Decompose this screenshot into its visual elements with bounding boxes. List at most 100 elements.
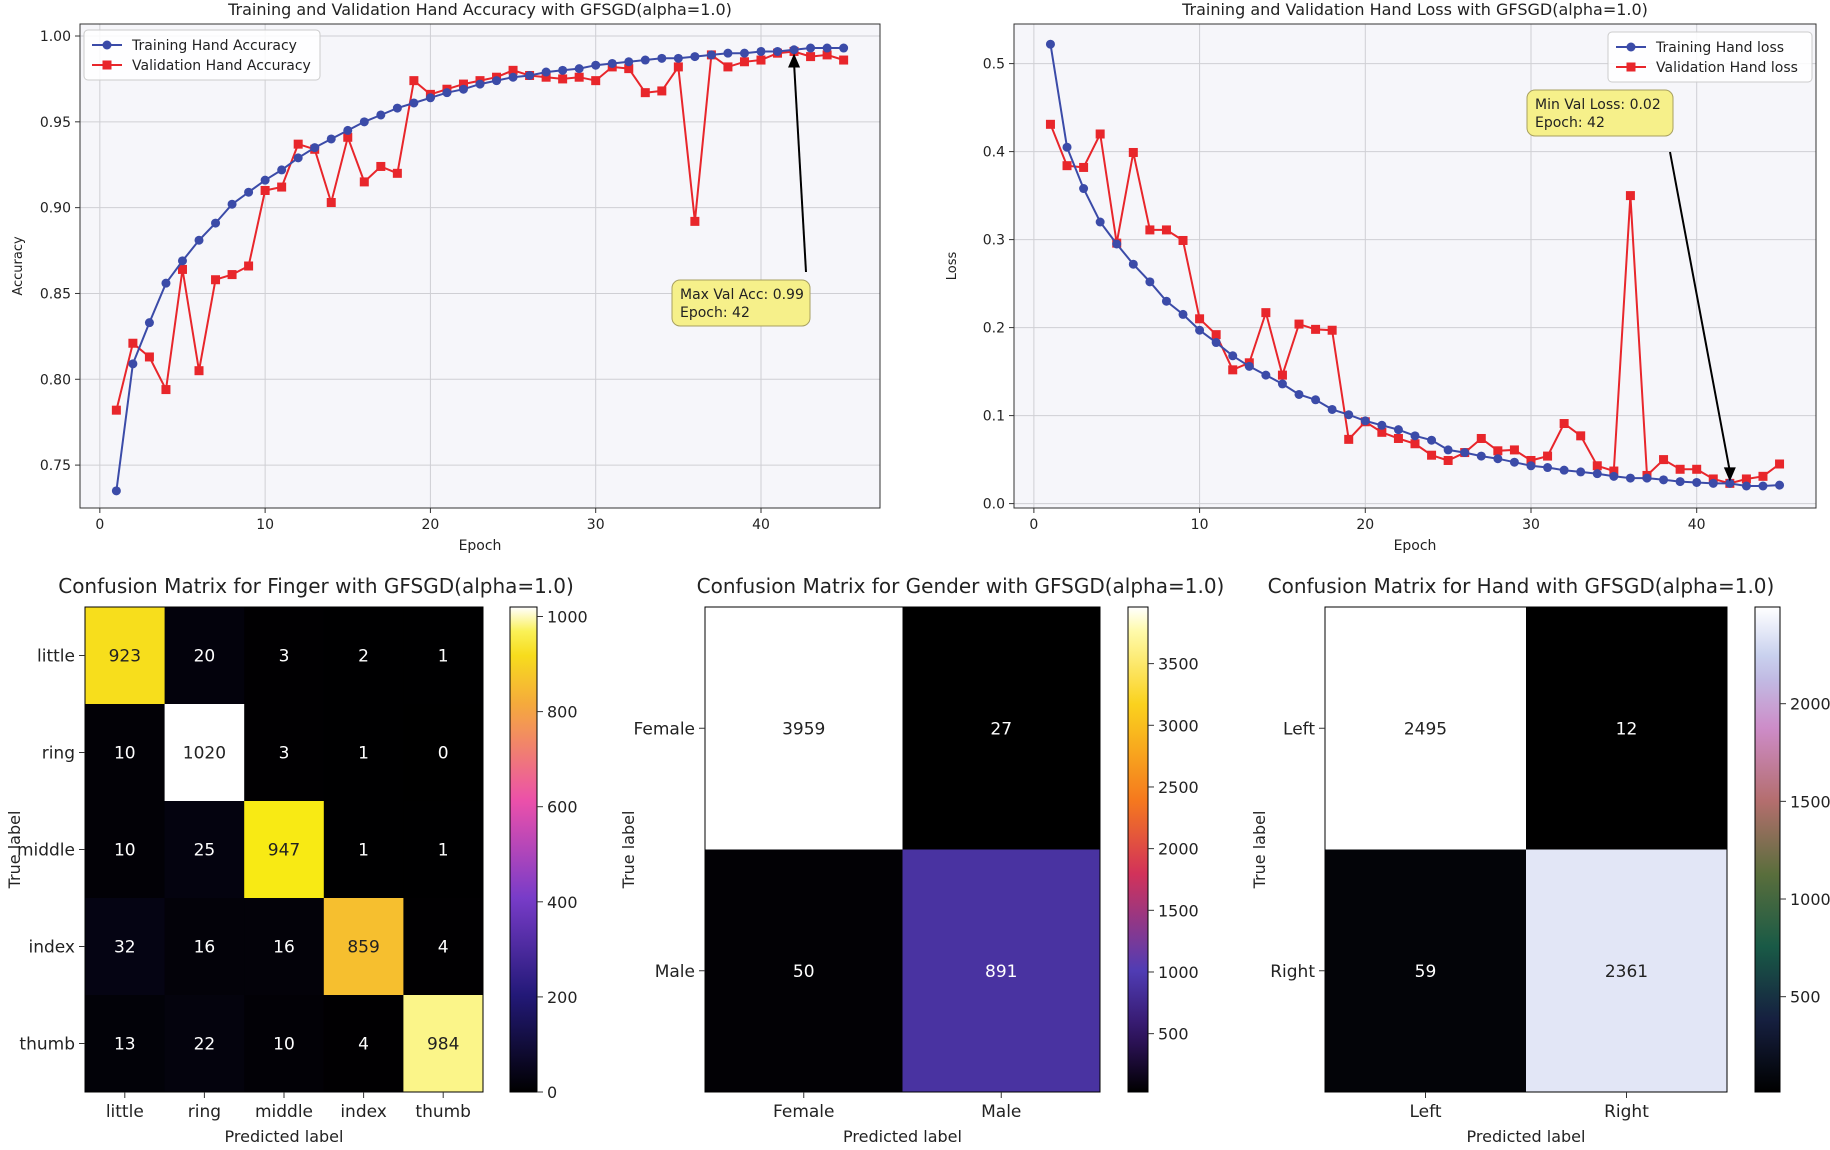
data-point	[822, 50, 832, 60]
cell-value: 59	[1415, 962, 1437, 982]
matrix-cell	[323, 704, 404, 802]
colorbar-tick-label: 1500	[1158, 901, 1199, 920]
data-point	[1294, 319, 1304, 329]
confusion-matrix-2: 923 20 3 2 110 1020 3 1 010 25 947 1 132 16 16 859 413 22…	[5, 574, 588, 1146]
data-point	[161, 278, 171, 288]
data-point	[1559, 419, 1569, 429]
y-axis-label: True label	[619, 811, 638, 890]
matrix-cell	[244, 898, 325, 996]
y-tick-label: thumb	[19, 1035, 75, 1055]
data-point	[111, 486, 121, 496]
colorbar-tick-label: 500	[1158, 1025, 1189, 1044]
cell-value: 3	[279, 744, 290, 764]
annotation: Max Val Acc: 0.99 Epoch: 42	[671, 53, 811, 327]
data-point	[343, 125, 353, 135]
annotation-arrow	[793, 63, 807, 273]
data-point	[1311, 324, 1321, 334]
y-tick-label: 0.95	[40, 115, 71, 131]
plot-area	[80, 24, 880, 508]
data-point	[1543, 451, 1553, 461]
legend-label: Validation Hand loss	[1656, 60, 1798, 76]
data-point	[1228, 351, 1238, 361]
x-axis-label: Predicted label	[225, 1127, 344, 1146]
x-tick-label: 40	[752, 517, 770, 533]
data-point	[227, 270, 237, 280]
data-point	[624, 64, 634, 74]
colorbar	[1127, 606, 1149, 1093]
data-point	[326, 197, 336, 207]
legend-marker	[102, 40, 112, 50]
data-point	[475, 79, 485, 89]
y-tick-label: Right	[1270, 962, 1315, 982]
cell-value: 3	[279, 647, 290, 667]
colorbar-tick-label: 2000	[1790, 695, 1830, 714]
data-point	[1079, 162, 1089, 172]
data-point	[1526, 455, 1536, 465]
data-point	[1725, 478, 1735, 488]
cell-value: 20	[194, 647, 216, 667]
cell-value: 32	[114, 938, 136, 958]
data-point	[458, 79, 468, 89]
colorbar	[1754, 606, 1781, 1093]
data-point	[1211, 330, 1221, 340]
colorbar-tick-label: 1000	[547, 608, 588, 627]
data-point	[1741, 481, 1751, 491]
cell-value: 891	[985, 962, 1017, 982]
x-tick-label: Left	[1410, 1102, 1442, 1122]
y-tick-label: 0.0	[983, 497, 1005, 513]
matrix-cell	[1526, 849, 1728, 1093]
cell-value: 2495	[1404, 719, 1447, 739]
data-point	[1128, 147, 1138, 157]
y-tick-label: little	[37, 647, 75, 667]
data-point	[392, 168, 402, 178]
cell-value: 4	[358, 1035, 369, 1055]
x-tick-label: 30	[1522, 517, 1540, 533]
data-point	[1476, 451, 1486, 461]
data-point	[1775, 459, 1785, 469]
data-point	[244, 261, 254, 271]
annotation-line1: Min Val Loss: 0.02	[1535, 97, 1661, 113]
data-point	[1708, 478, 1718, 488]
data-point	[806, 43, 816, 53]
data-point	[1576, 431, 1586, 441]
data-point	[409, 98, 419, 108]
data-point	[1244, 361, 1254, 371]
x-tick-label: 20	[1356, 517, 1374, 533]
x-tick-label: 10	[256, 517, 274, 533]
y-axis-label: True label	[5, 811, 24, 890]
cell-value: 984	[427, 1035, 459, 1055]
data-point	[310, 143, 320, 153]
data-point	[376, 110, 386, 120]
matrix-cell	[705, 849, 903, 1093]
data-point	[1377, 427, 1387, 437]
matrix-cell	[403, 607, 484, 705]
matrix-cell	[164, 704, 245, 802]
legend: Training Hand Accuracy Validation Hand Ac…	[83, 29, 321, 81]
y-axis-label: Loss	[945, 252, 960, 281]
data-point	[739, 57, 749, 67]
data-point	[739, 48, 749, 58]
x-tick-label: index	[340, 1102, 387, 1122]
colorbar-tick-label: 3500	[1158, 655, 1199, 674]
data-point	[1675, 477, 1685, 487]
data-point	[706, 50, 716, 60]
legend: Training Hand loss Validation Hand loss	[1607, 31, 1813, 83]
cell-value: 1020	[183, 744, 226, 764]
data-point	[293, 139, 303, 149]
data-point	[1659, 475, 1669, 485]
data-point	[326, 134, 336, 144]
colorbar-tick-label: 800	[547, 703, 578, 722]
data-point	[839, 43, 849, 53]
cell-value: 12	[1616, 719, 1638, 739]
y-tick-label: 0.3	[983, 233, 1005, 249]
annotation-arrowhead	[788, 53, 801, 68]
colorbar-tick-label: 600	[547, 798, 578, 817]
x-tick-label: ring	[188, 1102, 221, 1122]
data-point	[558, 65, 568, 75]
cell-value: 16	[273, 938, 295, 958]
data-point	[1228, 365, 1238, 375]
cell-value: 10	[114, 744, 136, 764]
y-tick-label: index	[28, 938, 75, 958]
x-tick-label: 30	[587, 517, 605, 533]
data-point	[1427, 450, 1437, 460]
